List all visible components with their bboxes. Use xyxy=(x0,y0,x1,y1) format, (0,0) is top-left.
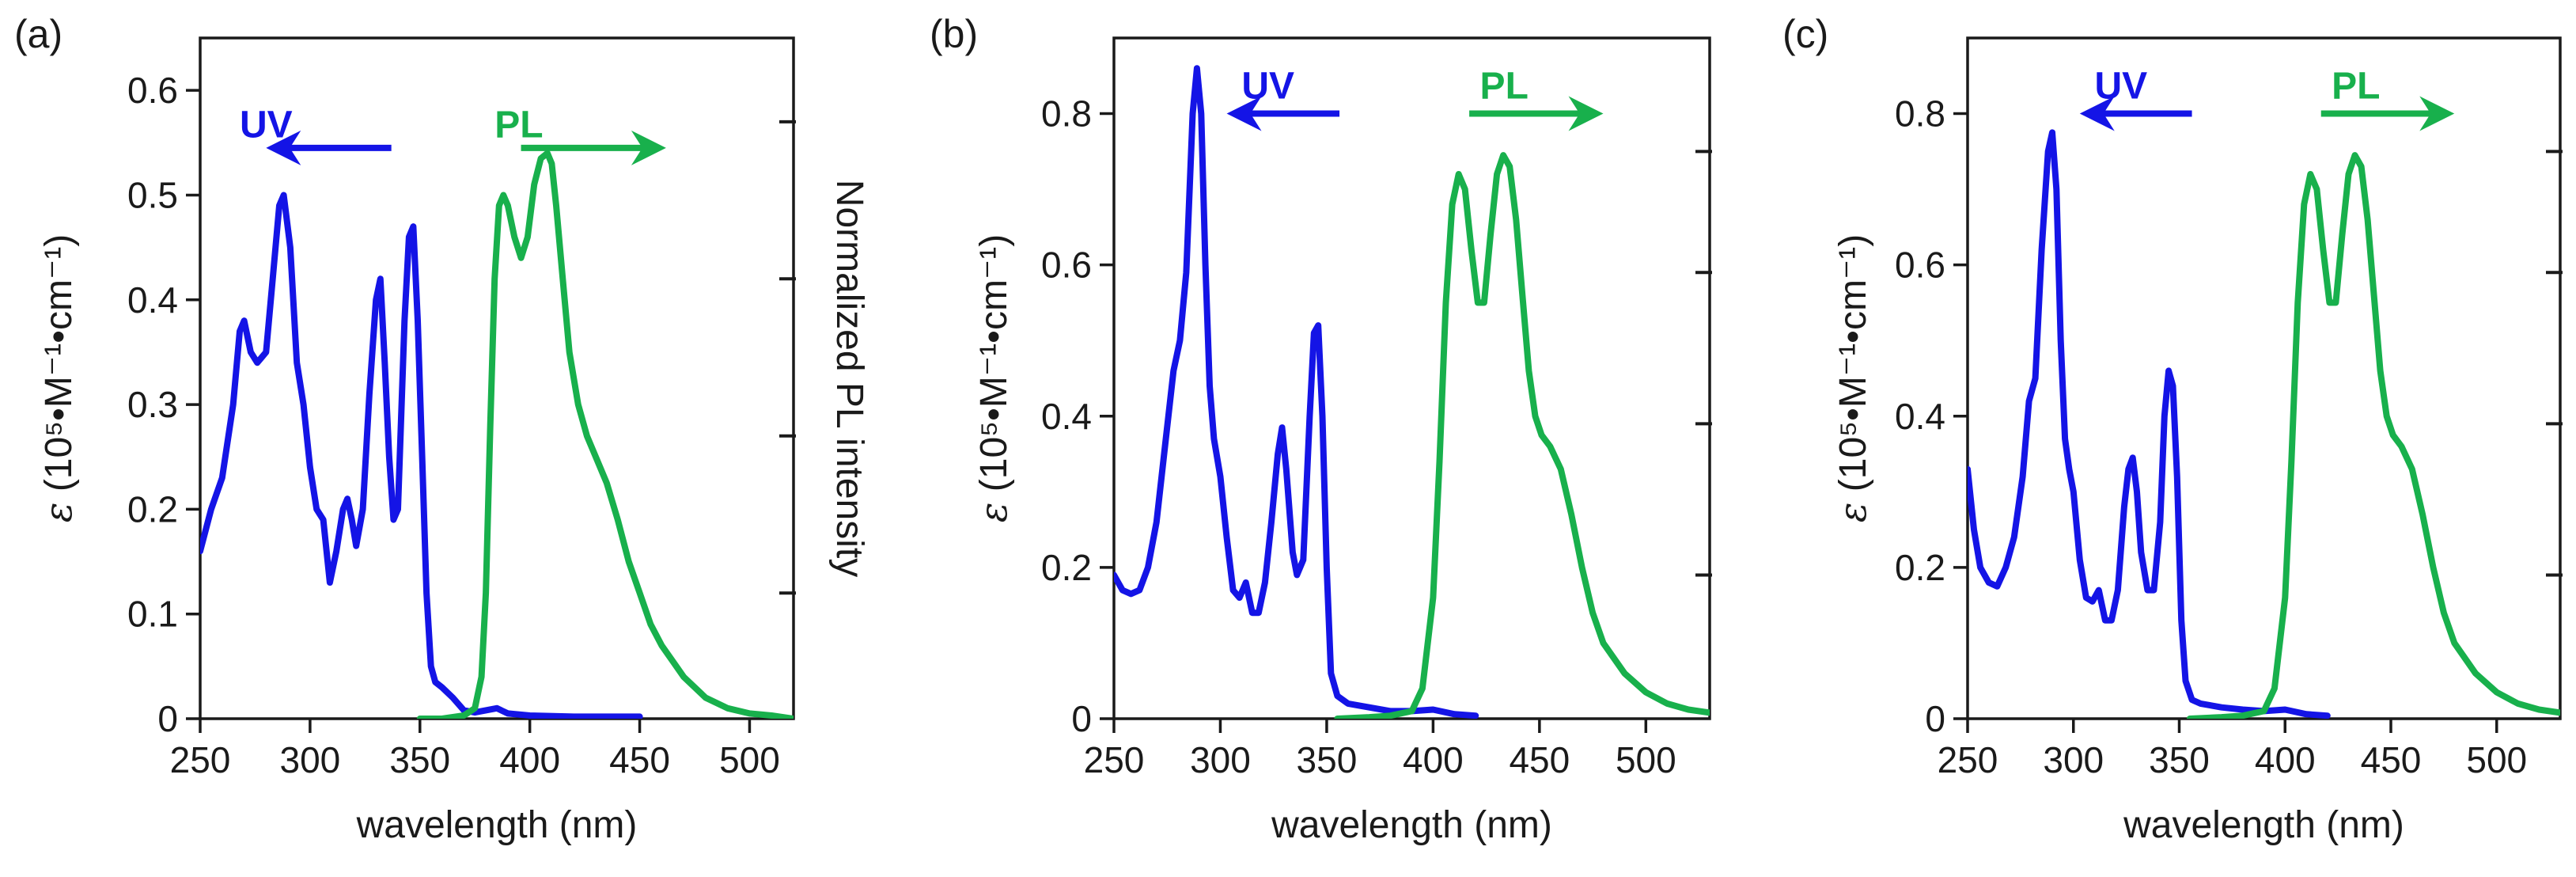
pl-series-line xyxy=(2186,152,2560,719)
x-tick-label: 500 xyxy=(719,739,780,780)
x-tick-label: 400 xyxy=(1403,739,1464,780)
x-tick-label: 500 xyxy=(2466,739,2527,780)
uv-series-line xyxy=(200,192,643,719)
y-tick-label: 0.4 xyxy=(1041,396,1092,437)
pl-series-line xyxy=(1334,152,1710,719)
y-axis-symbol: ε xyxy=(1831,503,1875,523)
uv-label: UV xyxy=(1241,65,1294,107)
pl-arrow-head xyxy=(2419,96,2455,131)
x-tick-label: 300 xyxy=(2043,739,2104,780)
y-tick-label: 0.5 xyxy=(127,174,178,215)
y-axis-title: ε (10⁵•M⁻¹•cm⁻¹) xyxy=(1831,234,1875,523)
y-axis-symbol: ε xyxy=(36,503,81,523)
uv-series-line xyxy=(1968,129,2331,719)
x-tick-label: 450 xyxy=(609,739,670,780)
uv-series-line xyxy=(1114,65,1479,719)
panel-label: (a) xyxy=(14,12,63,56)
x-tick-label: 400 xyxy=(2255,739,2316,780)
y-axis-title: ε (10⁵•M⁻¹•cm⁻¹) xyxy=(36,234,81,523)
x-tick-label: 300 xyxy=(1190,739,1251,780)
x-tick-label: 300 xyxy=(280,739,341,780)
x-tick-label: 450 xyxy=(1509,739,1570,780)
y-tick-label: 0.4 xyxy=(1895,396,1945,437)
y-axis-symbol: ε xyxy=(972,503,1016,523)
y2-axis-title: Normalized PL intensity xyxy=(828,180,870,577)
y-tick-label: 0 xyxy=(1071,698,1092,739)
x-tick-label: 250 xyxy=(170,739,231,780)
y-tick-label: 0 xyxy=(1925,698,1945,739)
pl-label: PL xyxy=(494,104,543,146)
x-tick-label: 450 xyxy=(2361,739,2422,780)
uv-arrow-head xyxy=(2079,96,2115,131)
y-tick-label: 0.6 xyxy=(1041,245,1092,286)
panel-label: (c) xyxy=(1782,12,1828,56)
chart-panel-a: (a) 250 300 350 400 450 500 0 0.1 0.2 0.3 0.4 0.5 0.6… xyxy=(14,12,870,846)
chart-panel-b: (b) 250 300 350 400 450 500 0 0.2 0.4 0.6 0.8 wavele… xyxy=(930,12,1712,846)
y-tick-label: 0.6 xyxy=(127,70,178,111)
x-tick-label: 250 xyxy=(1084,739,1145,780)
x-tick-label: 350 xyxy=(1297,739,1358,780)
uv-label: UV xyxy=(2095,65,2148,107)
y-axis-units: (10⁵•M⁻¹•cm⁻¹) xyxy=(38,234,80,503)
plot-frame xyxy=(1112,36,1711,720)
y-tick-label: 0.6 xyxy=(1895,245,1945,286)
pl-arrow-head xyxy=(1568,96,1604,131)
pl-label: PL xyxy=(2332,65,2380,107)
x-tick-label: 400 xyxy=(499,739,560,780)
y-tick-label: 0.2 xyxy=(1041,547,1092,588)
y-tick-label: 0 xyxy=(157,698,178,739)
x-tick-label: 350 xyxy=(389,739,450,780)
y-tick-label: 0.8 xyxy=(1041,93,1092,135)
x-axis-title: wavelength (nm) xyxy=(1271,804,1552,846)
y-tick-label: 0.8 xyxy=(1895,93,1945,135)
x-axis-title: wavelength (nm) xyxy=(356,804,638,846)
y-tick-label: 0.2 xyxy=(127,488,178,530)
uv-arrow-head xyxy=(266,130,301,165)
pl-label: PL xyxy=(1480,65,1529,107)
y-tick-label: 0.4 xyxy=(127,279,178,321)
plot-frame xyxy=(1966,36,2562,720)
y-tick-label: 0.1 xyxy=(127,594,178,635)
y-axis-title: ε (10⁵•M⁻¹•cm⁻¹) xyxy=(972,234,1016,523)
x-axis-title: wavelength (nm) xyxy=(2123,804,2404,846)
uv-arrow-head xyxy=(1226,96,1262,131)
x-tick-label: 350 xyxy=(2149,739,2210,780)
y-tick-label: 0.2 xyxy=(1895,547,1945,588)
x-tick-label: 250 xyxy=(1938,739,1998,780)
y-axis-units: (10⁵•M⁻¹•cm⁻¹) xyxy=(1832,234,1874,503)
pl-arrow-head xyxy=(631,130,666,165)
chart-panel-c: (c) 250 300 350 400 450 500 0 0.2 0.4 0.6 0.8 wavele… xyxy=(1782,12,2563,846)
pl-series-line xyxy=(416,150,794,719)
panel-label: (b) xyxy=(930,12,978,56)
plot-frame xyxy=(199,36,795,720)
y-axis-units: (10⁵•M⁻¹•cm⁻¹) xyxy=(973,234,1015,503)
y-tick-label: 0.3 xyxy=(127,384,178,425)
x-tick-label: 500 xyxy=(1616,739,1676,780)
